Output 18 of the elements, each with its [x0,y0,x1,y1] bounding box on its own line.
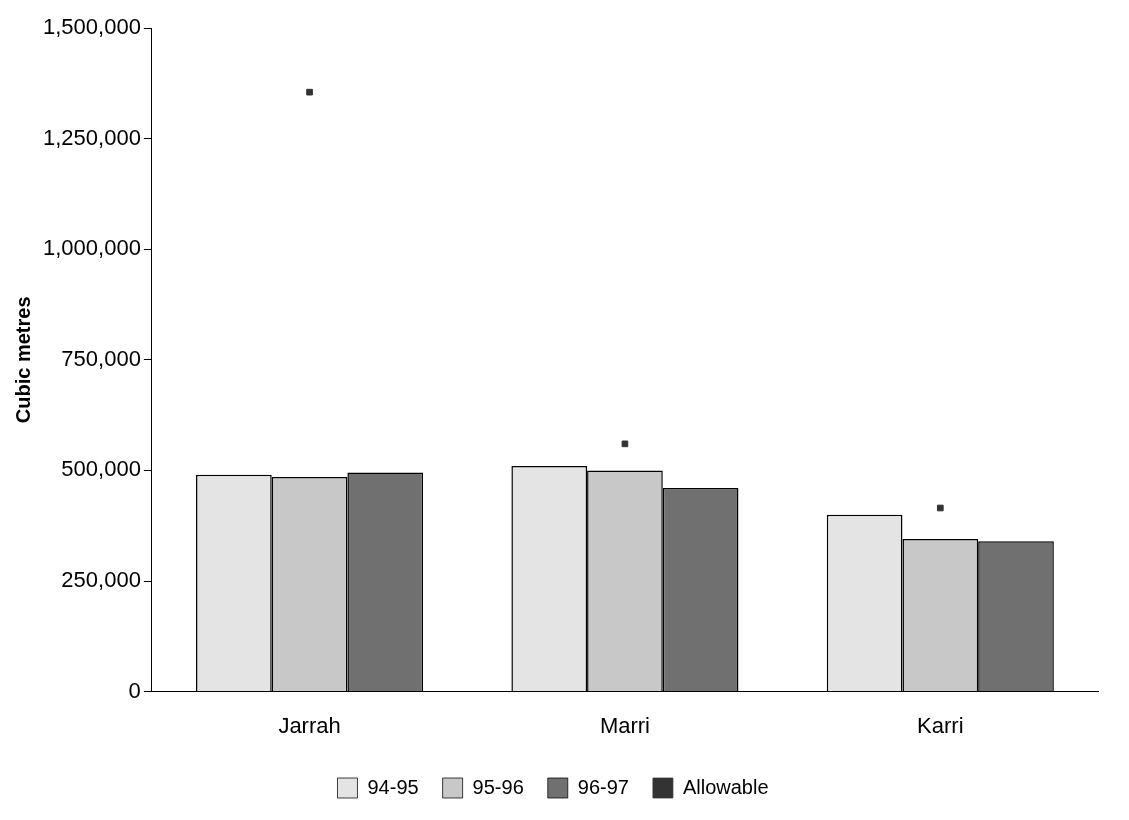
y-tick-label: 1,250,000 [43,124,141,150]
x-tick-label: Jarrah [278,712,341,738]
legend-label: 94-95 [367,775,419,798]
point [621,440,629,448]
y-tick-label: 1,500,000 [43,14,141,40]
x-tick-label: Karri [917,712,964,738]
x-tick-label: Marri [599,712,650,738]
legend-label: 96-97 [577,775,629,798]
y-tick-label: 0 [128,677,141,703]
y-tick-label: 750,000 [61,345,141,371]
y-axis-title: Cubic metres [11,296,34,424]
point [306,88,313,96]
legend-label: Allowable [682,775,769,798]
point [936,504,944,512]
y-tick-label: 500,000 [61,456,141,482]
y-tick-label: 1,000,000 [43,235,141,261]
y-tick-label: 250,000 [61,567,141,593]
legend-label: 95-96 [472,775,524,798]
